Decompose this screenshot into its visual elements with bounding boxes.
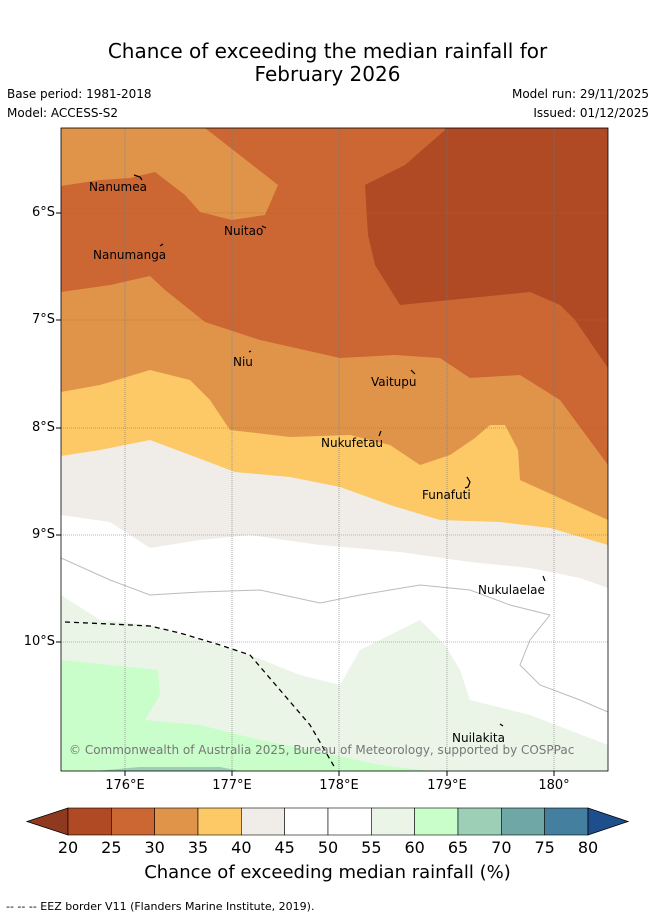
colorbar-swatch <box>414 807 459 836</box>
eez-legend-note: -- -- -- EEZ border V11 (Flanders Marine… <box>6 900 315 913</box>
island-label: Nanumea <box>89 180 147 194</box>
axis-ticks <box>56 212 555 776</box>
lon-label: 179°E <box>427 778 467 793</box>
colorbar-swatch <box>67 807 112 836</box>
band-65-70 <box>95 767 240 771</box>
colorbar-tick-label: 80 <box>577 838 599 857</box>
island-outlines <box>133 174 546 727</box>
colorbar-tick-label: 75 <box>534 838 555 857</box>
colorbar-tick-label: 20 <box>57 838 79 857</box>
island-label: Nuitao <box>224 224 263 238</box>
lat-label: 10°S <box>23 634 55 649</box>
lat-label: 8°S <box>31 420 55 435</box>
colorbar-extend-low <box>25 807 69 836</box>
colorbar-tick-label: 55 <box>361 838 382 857</box>
eez-border <box>64 621 336 769</box>
island-label: Nukufetau <box>321 436 383 450</box>
colorbar-tick-label: 65 <box>447 838 469 857</box>
contour-50-east <box>519 614 608 713</box>
lon-label: 180° <box>538 778 570 793</box>
lat-label: 6°S <box>31 205 55 220</box>
lat-label: 7°S <box>31 312 55 327</box>
colorbar-swatch <box>544 807 589 836</box>
island-label: Niu <box>233 355 253 369</box>
lon-label: 176°E <box>105 778 145 793</box>
band-20-25 <box>365 128 608 368</box>
copyright-notice: © Commonwealth of Australia 2025, Bureau… <box>69 743 574 757</box>
colorbar-tick-label: 40 <box>231 838 252 857</box>
island-label: Vaitupu <box>371 375 417 389</box>
lon-label: 177°E <box>212 778 252 793</box>
map-title: Chance of exceeding the median rainfall … <box>0 40 655 86</box>
island-label: Funafuti <box>422 488 471 502</box>
map-frame <box>60 127 609 772</box>
colorbar-swatch <box>111 807 155 836</box>
model-run: Model run: 29/11/2025 <box>511 87 649 101</box>
colorbar-tick-label: 25 <box>101 838 122 857</box>
colorbar-swatch <box>501 807 545 836</box>
model-name: Model: ACCESS-S2 <box>7 106 119 120</box>
title-line-2: February 2026 <box>254 62 401 86</box>
colorbar-tick-label: 70 <box>491 838 512 857</box>
island-label: Nukulaelae <box>478 583 545 597</box>
colorbar-swatch <box>284 807 329 836</box>
island-labels: Nanumea Nuitao Nanumanga Niu Vaitupu Nuk… <box>89 180 545 745</box>
colorbar-tick-label: 35 <box>187 838 209 857</box>
colorbar-tick-label: 30 <box>144 838 165 857</box>
colorbar-swatch <box>457 807 502 836</box>
issued-date: Issued: 01/12/2025 <box>533 106 649 120</box>
island-label: Nanumanga <box>93 248 166 262</box>
band-60-65 <box>61 660 430 771</box>
lat-label: 9°S <box>31 527 55 542</box>
colorbar-swatch <box>371 807 415 836</box>
colorbar <box>25 807 630 836</box>
contour-50 <box>61 557 551 616</box>
lon-label: 178°E <box>319 778 359 793</box>
colorbar-extend-high <box>587 807 630 836</box>
colorbar-swatch <box>154 807 199 836</box>
island-label: Nuilakita <box>452 731 505 745</box>
colorbar-swatch <box>241 807 285 836</box>
band-30-35-north <box>61 128 278 220</box>
forecast-map <box>61 128 608 771</box>
colorbar-swatch <box>197 807 242 836</box>
colorbar-tick-label: 45 <box>274 838 295 857</box>
title-line-1: Chance of exceeding the median rainfall … <box>107 39 548 63</box>
colorbar-tick-label: 50 <box>317 838 339 857</box>
colorbar-swatch <box>327 807 372 836</box>
colorbar-tick-label: 60 <box>404 838 425 857</box>
colorbar-title: Chance of exceeding median rainfall (%) <box>144 862 511 883</box>
base-period: Base period: 1981-2018 <box>7 87 152 101</box>
